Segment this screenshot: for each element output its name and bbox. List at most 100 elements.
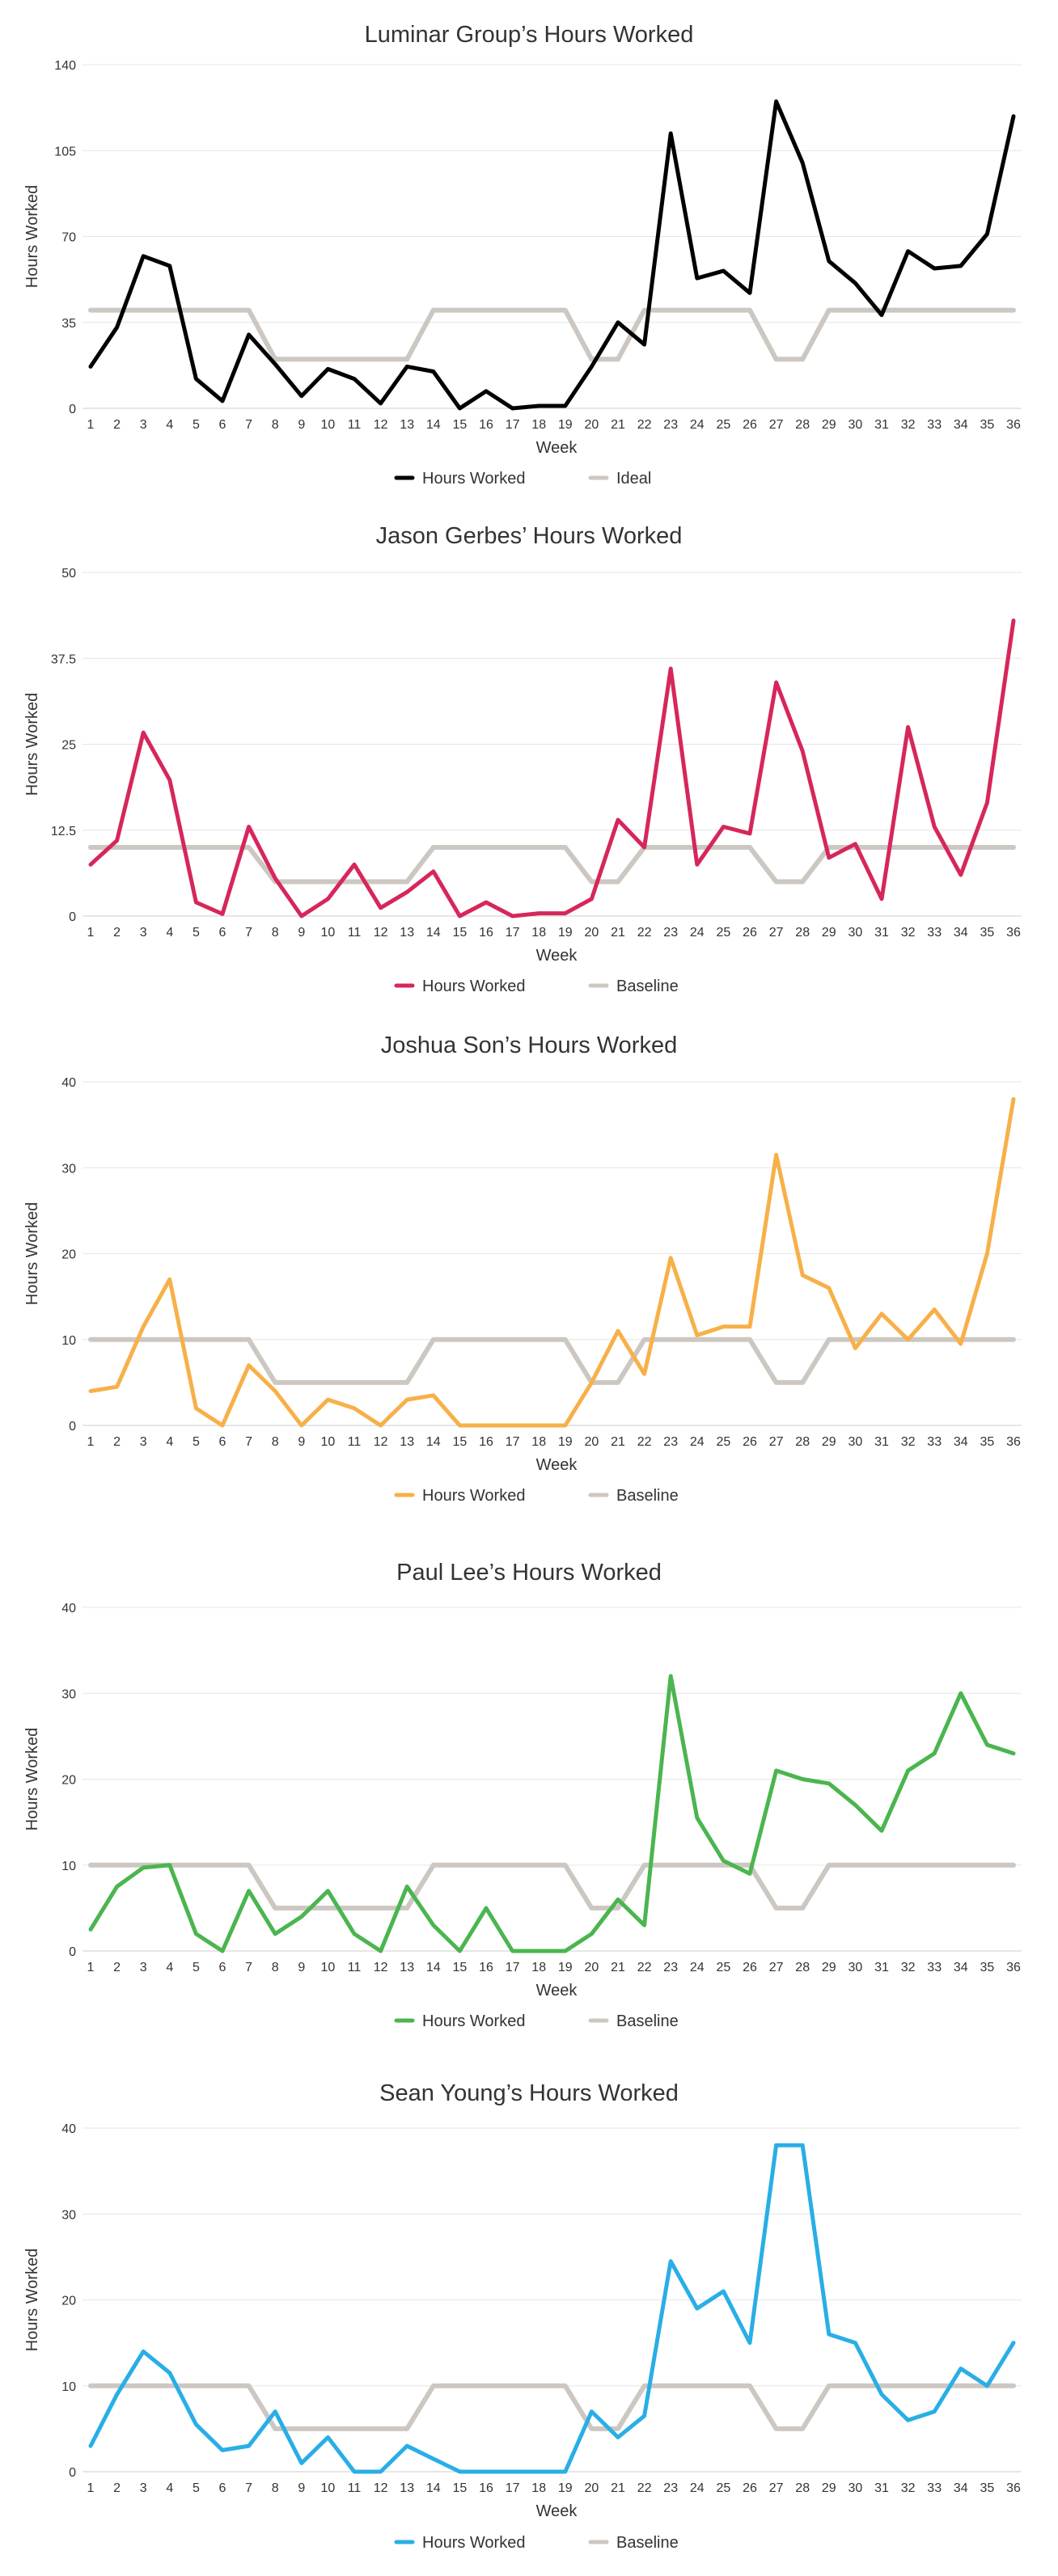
x-tick-label: 1	[87, 1961, 95, 1974]
series-line-hours-worked	[88, 2143, 1016, 2474]
x-tick-label: 30	[849, 418, 863, 432]
x-tick-label: 12	[374, 926, 388, 940]
x-tick-label: 12	[374, 1961, 388, 1974]
chart-title: Joshua Son’s Hours Worked	[381, 1033, 677, 1058]
x-tick-label: 16	[479, 1961, 493, 1974]
x-tick-label: 19	[558, 418, 573, 432]
x-tick-label: 7	[245, 418, 252, 432]
x-tick-label: 20	[585, 1435, 599, 1449]
x-tick-label: 36	[1006, 418, 1021, 432]
x-tick-label: 34	[954, 1435, 968, 1449]
x-tick-label: 5	[193, 418, 200, 432]
x-tick-label: 19	[558, 1961, 573, 1974]
legend-item[interactable]: Baseline	[588, 2012, 679, 2030]
series-line-reference	[88, 2383, 1016, 2431]
legend-item[interactable]: Hours Worked	[394, 2534, 525, 2552]
series-line-hours-worked	[88, 1674, 1016, 1953]
legend-item[interactable]: Hours Worked	[394, 470, 525, 488]
x-tick-label: 21	[611, 1435, 625, 1449]
legend-item[interactable]: Baseline	[588, 2534, 679, 2552]
x-tick-label: 24	[690, 2481, 705, 2495]
x-tick-label: 1	[87, 1435, 95, 1449]
x-tick-label: 23	[663, 1961, 678, 1974]
x-tick-label: 6	[219, 418, 226, 432]
x-tick-label: 14	[426, 418, 441, 432]
series-line-hours-worked	[88, 99, 1016, 411]
x-tick-label: 35	[980, 1435, 995, 1449]
x-tick-label: 4	[166, 926, 173, 940]
y-axis-label: Hours Worked	[23, 1728, 41, 1831]
x-axis-label: Week	[536, 1982, 578, 2000]
series-line-reference	[88, 1862, 1016, 1911]
x-tick-label: 35	[980, 926, 995, 940]
legend-item[interactable]: Hours Worked	[394, 2012, 525, 2030]
x-tick-label: 10	[321, 1435, 336, 1449]
legend-label: Hours Worked	[422, 1487, 525, 1505]
x-tick-label: 19	[558, 1435, 573, 1449]
y-tick-label: 140	[54, 59, 76, 73]
x-tick-label: 11	[348, 926, 362, 940]
legend-label: Hours Worked	[422, 978, 525, 995]
x-tick-label: 16	[479, 418, 493, 432]
x-tick-label: 35	[980, 418, 995, 432]
x-axis-label: Week	[536, 1456, 578, 1474]
x-tick-label: 11	[348, 2481, 362, 2495]
series-line-reference	[88, 307, 1016, 362]
x-tick-label: 17	[506, 418, 520, 432]
x-tick-label: 1	[87, 418, 95, 432]
x-tick-label: 27	[769, 2481, 784, 2495]
x-tick-label: 5	[193, 1961, 200, 1974]
x-tick-label: 33	[927, 1961, 942, 1974]
x-tick-label: 24	[690, 926, 705, 940]
x-tick-label: 29	[822, 1435, 836, 1449]
x-tick-label: 32	[901, 1435, 916, 1449]
x-tick-label: 14	[426, 2481, 441, 2495]
x-tick-label: 20	[585, 1961, 599, 1974]
x-tick-label: 9	[298, 1435, 305, 1449]
x-tick-label: 14	[426, 926, 441, 940]
x-tick-label: 21	[611, 2481, 625, 2495]
legend-item[interactable]: Ideal	[588, 470, 651, 488]
x-tick-label: 7	[245, 1961, 252, 1974]
x-tick-label: 8	[272, 926, 279, 940]
x-tick-label: 2	[113, 418, 121, 432]
x-tick-label: 8	[272, 2481, 279, 2495]
x-tick-label: 11	[348, 418, 362, 432]
x-tick-label: 6	[219, 2481, 226, 2495]
x-tick-label: 4	[166, 418, 173, 432]
chart-title: Luminar Group’s Hours Worked	[365, 22, 694, 48]
x-tick-label: 32	[901, 2481, 916, 2495]
x-tick-label: 2	[113, 1961, 121, 1974]
y-tick-label: 40	[61, 2122, 76, 2136]
x-tick-label: 33	[927, 418, 942, 432]
x-tick-label: 32	[901, 1961, 916, 1974]
x-tick-label: 36	[1006, 1435, 1021, 1449]
x-tick-label: 22	[637, 1961, 652, 1974]
x-tick-label: 19	[558, 926, 573, 940]
chart-title: Jason Gerbes’ Hours Worked	[376, 523, 683, 549]
x-tick-label: 15	[453, 1961, 468, 1974]
y-tick-label: 20	[61, 1774, 76, 1788]
x-tick-label: 35	[980, 1961, 995, 1974]
x-tick-label: 10	[321, 418, 336, 432]
x-tick-label: 20	[585, 418, 599, 432]
y-axis-label: Hours Worked	[23, 693, 41, 796]
x-tick-label: 18	[531, 418, 546, 432]
legend-item[interactable]: Baseline	[588, 978, 679, 995]
x-tick-label: 16	[479, 1435, 493, 1449]
x-tick-label: 13	[400, 1435, 414, 1449]
x-tick-label: 22	[637, 2481, 652, 2495]
legend-item[interactable]: Hours Worked	[394, 1487, 525, 1505]
x-tick-label: 9	[298, 926, 305, 940]
y-axis-label: Hours Worked	[23, 2249, 41, 2351]
x-tick-label: 27	[769, 1435, 784, 1449]
x-tick-label: 21	[611, 418, 625, 432]
x-tick-label: 24	[690, 418, 705, 432]
x-tick-label: 26	[743, 2481, 757, 2495]
legend-item[interactable]: Hours Worked	[394, 978, 525, 995]
legend-item[interactable]: Baseline	[588, 1487, 679, 1505]
x-tick-label: 34	[954, 1961, 968, 1974]
x-tick-label: 18	[531, 926, 546, 940]
x-tick-label: 4	[166, 1435, 173, 1449]
y-tick-label: 20	[61, 1248, 76, 1262]
